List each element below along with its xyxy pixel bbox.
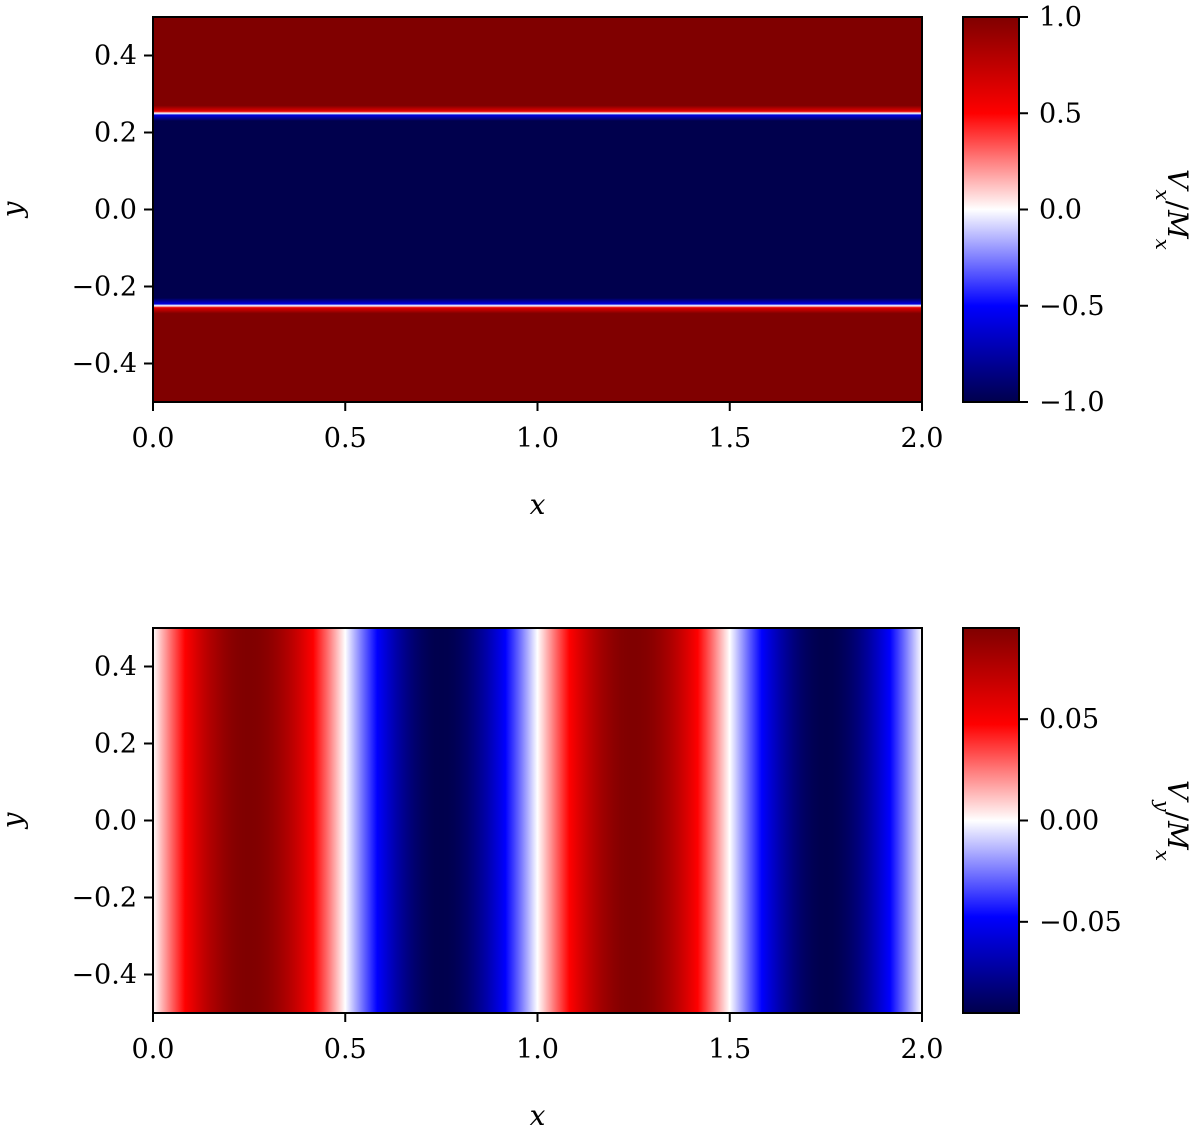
- vy-colorbar: [963, 628, 1019, 1013]
- y-axis-ticks: 0.4 0.2 0.0 −0.2 −0.4: [71, 652, 153, 991]
- y-tick-label: −0.4: [71, 349, 137, 380]
- x-tick-label: 1.0: [516, 423, 559, 454]
- colorbar-tick-label: 1.0: [1039, 2, 1082, 33]
- y-axis-label: y: [0, 200, 29, 219]
- colorbar-tick-label: 0.00: [1039, 806, 1099, 837]
- y-tick-label: 0.2: [94, 729, 137, 760]
- x-tick-label: 0.0: [132, 1034, 175, 1065]
- y-tick-label: −0.2: [71, 272, 137, 303]
- x-tick-label: 2.0: [901, 1034, 944, 1065]
- x-axis-label: x: [530, 488, 546, 521]
- vx-heatmap: [153, 17, 922, 402]
- y-tick-label: −0.2: [71, 883, 137, 914]
- top-panel-vx: 0.0 0.5 1.0 1.5 2.0 0.4 0.2 0.0 −0.2 −0.4 x y 1.…: [0, 2, 1194, 521]
- colorbar-tick-label: 0.0: [1039, 195, 1082, 226]
- x-tick-label: 1.5: [708, 423, 751, 454]
- colorbar-tick-label: −0.05: [1039, 907, 1122, 938]
- x-tick-label: 0.0: [132, 423, 175, 454]
- x-axis-label: x: [530, 1099, 546, 1132]
- colorbar-ticks: 1.0 0.5 0.0 −0.5 −1.0: [1019, 2, 1105, 418]
- x-tick-label: 1.0: [516, 1034, 559, 1065]
- colorbar-label: Vx/Mx: [1151, 169, 1194, 250]
- x-tick-label: 0.5: [324, 1034, 367, 1065]
- x-tick-label: 1.5: [708, 1034, 751, 1065]
- colorbar-ticks: 0.05 0.00 −0.05: [1019, 704, 1122, 938]
- y-tick-label: 0.0: [94, 806, 137, 837]
- vx-colorbar: [963, 17, 1019, 402]
- vy-heatmap: [153, 628, 922, 1013]
- x-axis-ticks: 0.0 0.5 1.0 1.5 2.0: [132, 1013, 944, 1065]
- colorbar-tick-label: 0.5: [1039, 98, 1082, 129]
- y-tick-label: 0.4: [94, 41, 137, 72]
- x-tick-label: 0.5: [324, 423, 367, 454]
- bottom-panel-vy: 0.0 0.5 1.0 1.5 2.0 0.4 0.2 0.0 −0.2 −0.4 x y 0.…: [0, 627, 1194, 1132]
- y-tick-label: 0.0: [94, 195, 137, 226]
- colorbar-tick-label: −0.5: [1039, 291, 1105, 322]
- y-axis-ticks: 0.4 0.2 0.0 −0.2 −0.4: [71, 41, 153, 380]
- x-tick-label: 2.0: [901, 423, 944, 454]
- colorbar-tick-label: 0.05: [1039, 704, 1099, 735]
- y-tick-label: 0.2: [94, 118, 137, 149]
- colorbar-tick-label: −1.0: [1039, 387, 1105, 418]
- y-tick-label: −0.4: [71, 960, 137, 991]
- colorbar-label: Vy/Mx: [1151, 780, 1194, 861]
- y-axis-label: y: [0, 811, 29, 830]
- y-tick-label: 0.4: [94, 652, 137, 683]
- x-axis-ticks: 0.0 0.5 1.0 1.5 2.0: [132, 402, 944, 454]
